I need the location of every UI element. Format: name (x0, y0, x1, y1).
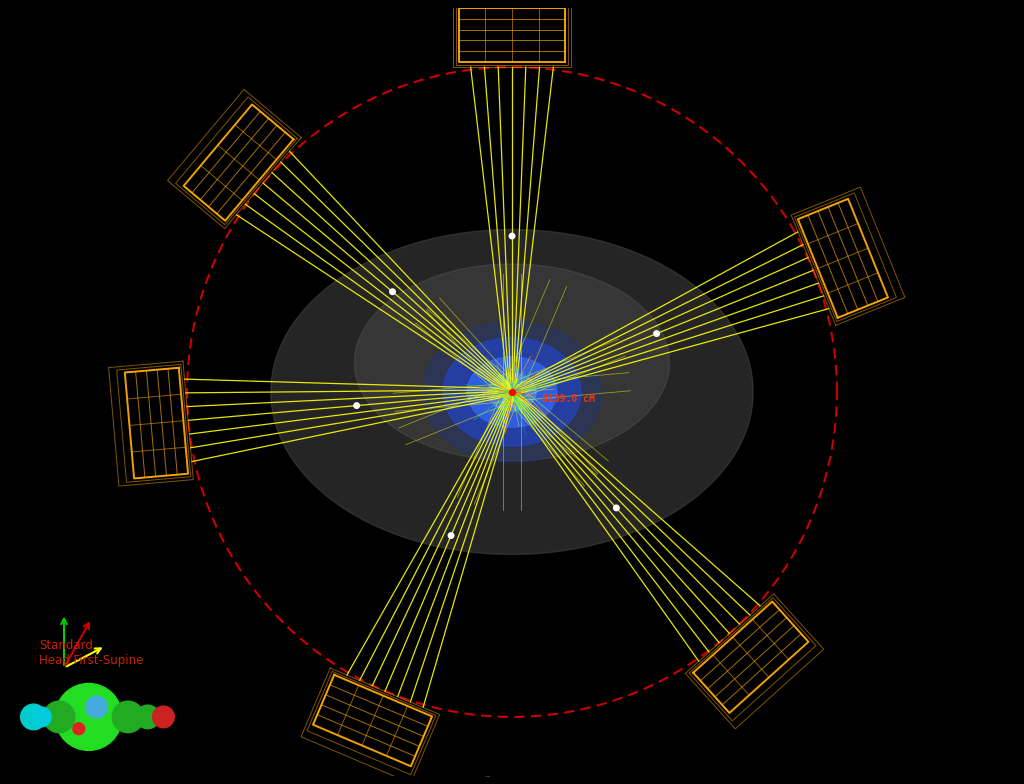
Point (469, 774, 485, 784)
Ellipse shape (270, 230, 754, 554)
Point (469, 782, 485, 784)
Point (534, 782, 550, 784)
Point (479, 772, 496, 784)
Point (537, 772, 553, 784)
Circle shape (153, 706, 174, 728)
Point (508, 779, 524, 784)
Text: 8139.0 cM: 8139.0 cM (542, 394, 594, 404)
Point (522, 781, 539, 784)
Point (496, 774, 512, 784)
Point (496, 775, 512, 784)
Circle shape (113, 701, 143, 733)
Ellipse shape (487, 373, 537, 411)
Circle shape (136, 705, 160, 729)
Point (537, 782, 553, 784)
Point (495, 773, 511, 784)
Point (507, 777, 523, 784)
Circle shape (43, 701, 75, 733)
Point (504, 386, 520, 398)
Point (503, 774, 519, 784)
Ellipse shape (422, 321, 602, 463)
Point (348, 399, 365, 412)
Point (484, 780, 501, 784)
Point (384, 285, 400, 298)
Circle shape (55, 684, 122, 750)
Point (492, 773, 508, 784)
Point (529, 779, 546, 784)
Circle shape (73, 723, 85, 735)
Point (518, 779, 535, 784)
Point (529, 780, 546, 784)
Point (504, 230, 520, 242)
Point (527, 775, 544, 784)
Point (514, 780, 530, 784)
Point (520, 778, 537, 784)
Point (481, 779, 498, 784)
Ellipse shape (354, 264, 670, 461)
Circle shape (86, 696, 108, 718)
Point (474, 782, 490, 784)
Point (521, 775, 538, 784)
Point (532, 775, 549, 784)
Point (487, 783, 504, 784)
Point (608, 502, 625, 514)
Ellipse shape (467, 357, 557, 427)
Point (473, 782, 489, 784)
Ellipse shape (443, 338, 581, 446)
Point (502, 783, 518, 784)
Text: Standard
Head First-Supine: Standard Head First-Supine (39, 639, 143, 667)
Point (479, 779, 496, 784)
Circle shape (32, 707, 51, 727)
Point (487, 775, 504, 784)
Point (536, 775, 552, 784)
Point (504, 782, 520, 784)
Point (536, 777, 552, 784)
Point (471, 779, 487, 784)
Point (519, 777, 536, 784)
Point (648, 327, 665, 339)
Point (477, 771, 494, 784)
Point (442, 529, 459, 542)
Point (531, 782, 548, 784)
Point (514, 781, 530, 784)
Circle shape (20, 704, 46, 730)
Point (480, 772, 497, 784)
